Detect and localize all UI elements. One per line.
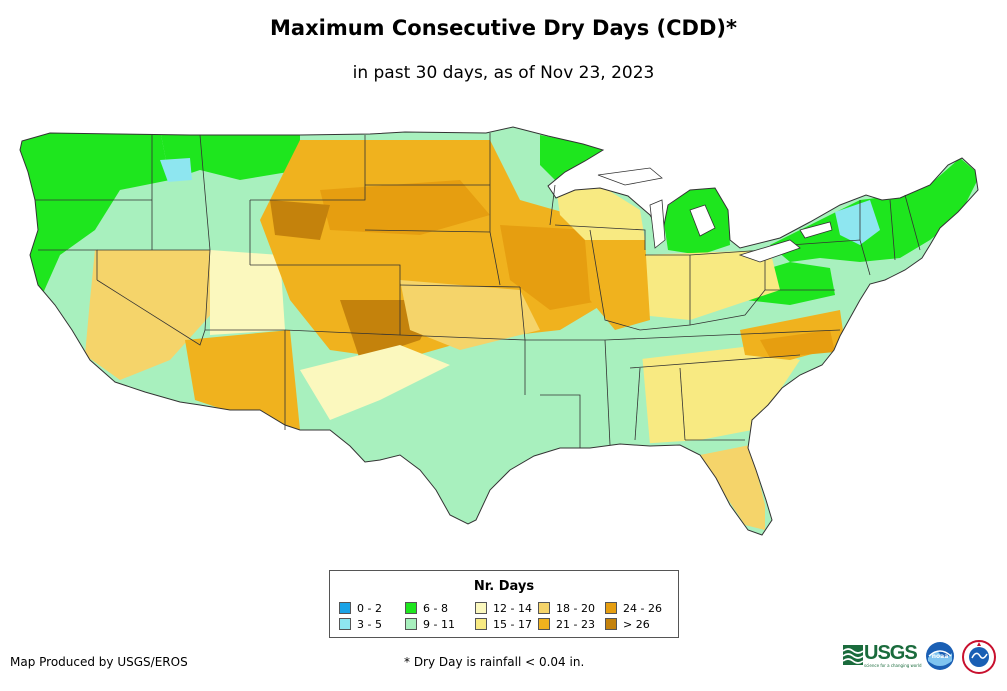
legend-swatch xyxy=(605,618,617,630)
region-18-20-kansas xyxy=(400,280,540,350)
legend-label: 6 - 8 xyxy=(423,602,448,615)
legend-label: 9 - 11 xyxy=(423,618,455,631)
usgs-wordmark: USGS xyxy=(864,642,918,664)
usgs-wave-icon xyxy=(843,645,863,665)
legend-swatch xyxy=(538,618,550,630)
legend-label: > 26 xyxy=(623,618,650,631)
legend-label: 18 - 20 xyxy=(556,602,595,615)
usgs-logo: USGS science for a changing world xyxy=(843,642,922,669)
region-3-5-montana xyxy=(160,158,192,182)
legend-label: 12 - 14 xyxy=(493,602,532,615)
noaa-logo-icon: noaa xyxy=(926,642,954,670)
region-18-20-florida xyxy=(700,445,765,530)
noaa-text: noaa xyxy=(932,653,949,660)
region-3-5-newyork xyxy=(835,200,880,245)
legend-label: 24 - 26 xyxy=(623,602,662,615)
region-6-8-northwest xyxy=(20,130,170,300)
legend-item: 0 - 2 xyxy=(339,602,382,615)
region-24-26-virginia xyxy=(760,330,835,358)
great-lakes xyxy=(597,167,833,263)
legend-label: 0 - 2 xyxy=(357,602,382,615)
region-over-26-montana xyxy=(270,200,330,240)
legend-swatch xyxy=(405,618,417,630)
legend-swatch xyxy=(605,602,617,614)
legend-item: 24 - 26 xyxy=(605,602,662,615)
map-subtitle: in past 30 days, as of Nov 23, 2023 xyxy=(352,63,655,83)
legend-swatch xyxy=(405,602,417,614)
nws-logo-icon xyxy=(962,640,996,674)
region-15-17-wisconsin xyxy=(555,180,645,240)
legend-label: 15 - 17 xyxy=(493,618,532,631)
footnote-text: * Dry Day is rainfall < 0.04 in. xyxy=(404,655,585,669)
region-9-11-texas xyxy=(330,360,560,520)
region-21-23-illinois xyxy=(585,240,650,330)
map-title: Maximum Consecutive Dry Days (CDD)* xyxy=(270,16,737,40)
legend-item: 15 - 17 xyxy=(475,618,532,631)
region-6-8-minnesota xyxy=(540,135,605,180)
region-9-11-mississippi-valley xyxy=(530,330,650,445)
region-12-14-utah xyxy=(210,250,285,335)
region-6-8-northeast xyxy=(770,158,978,262)
legend: Nr. Days 0 - 2 3 - 5 6 - 8 9 - 11 12 - 1… xyxy=(329,570,679,638)
legend-item: 9 - 11 xyxy=(405,618,455,631)
state-borders xyxy=(35,133,921,448)
legend-swatch xyxy=(339,618,351,630)
legend-item: 12 - 14 xyxy=(475,602,532,615)
legend-item: 21 - 23 xyxy=(538,618,595,631)
legend-swatch xyxy=(538,602,550,614)
legend-label: 3 - 5 xyxy=(357,618,382,631)
legend-swatch xyxy=(339,602,351,614)
us-outline xyxy=(19,126,979,536)
legend-item: > 26 xyxy=(605,618,650,631)
legend-label: 21 - 23 xyxy=(556,618,595,631)
legend-item: 3 - 5 xyxy=(339,618,382,631)
legend-swatch xyxy=(475,618,487,630)
region-24-26-dakotas xyxy=(320,180,490,235)
region-18-20-california xyxy=(85,250,215,380)
legend-item: 6 - 8 xyxy=(405,602,448,615)
legend-swatch xyxy=(475,602,487,614)
region-21-23-southwest xyxy=(185,330,300,430)
legend-item: 18 - 20 xyxy=(538,602,595,615)
credit-text: Map Produced by USGS/EROS xyxy=(10,655,188,669)
region-15-17-ohio xyxy=(640,250,780,320)
region-24-26-iowa xyxy=(500,225,605,310)
region-6-8-north xyxy=(160,130,300,180)
legend-title: Nr. Days xyxy=(473,579,535,594)
usgs-tagline: science for a changing world xyxy=(864,663,922,668)
region-12-14-east-texas xyxy=(300,345,450,420)
